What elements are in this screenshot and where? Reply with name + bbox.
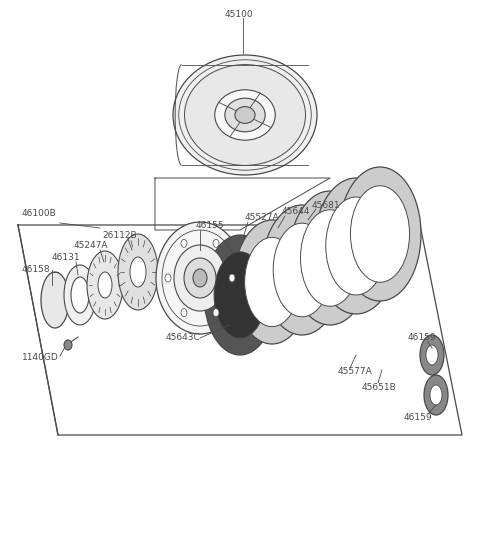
Ellipse shape bbox=[156, 222, 244, 334]
Text: 45577A: 45577A bbox=[338, 368, 373, 376]
Ellipse shape bbox=[184, 258, 216, 298]
Ellipse shape bbox=[87, 251, 123, 319]
Ellipse shape bbox=[41, 272, 69, 328]
Ellipse shape bbox=[64, 265, 96, 325]
Ellipse shape bbox=[426, 345, 438, 365]
Ellipse shape bbox=[98, 272, 112, 298]
Text: 45100: 45100 bbox=[225, 10, 253, 19]
Ellipse shape bbox=[184, 65, 305, 166]
Text: 45643C: 45643C bbox=[166, 333, 201, 343]
Ellipse shape bbox=[214, 252, 266, 338]
Text: 45247A: 45247A bbox=[74, 242, 108, 250]
Ellipse shape bbox=[424, 375, 448, 415]
Text: 45681: 45681 bbox=[312, 200, 341, 210]
Text: 46158: 46158 bbox=[22, 266, 50, 275]
Ellipse shape bbox=[229, 274, 235, 282]
Ellipse shape bbox=[193, 269, 207, 287]
Ellipse shape bbox=[174, 245, 226, 311]
Ellipse shape bbox=[339, 167, 421, 301]
Ellipse shape bbox=[430, 385, 442, 405]
Ellipse shape bbox=[204, 235, 276, 355]
Ellipse shape bbox=[173, 55, 317, 175]
Ellipse shape bbox=[273, 223, 331, 317]
Ellipse shape bbox=[71, 277, 89, 313]
Ellipse shape bbox=[213, 308, 219, 317]
Ellipse shape bbox=[64, 340, 72, 350]
Ellipse shape bbox=[420, 335, 444, 375]
Ellipse shape bbox=[130, 257, 146, 287]
Text: 45644: 45644 bbox=[282, 207, 311, 217]
Ellipse shape bbox=[118, 234, 158, 310]
Text: 45527A: 45527A bbox=[245, 213, 280, 223]
Ellipse shape bbox=[314, 178, 398, 314]
Ellipse shape bbox=[213, 239, 219, 248]
Ellipse shape bbox=[181, 308, 187, 317]
Ellipse shape bbox=[235, 106, 255, 123]
Ellipse shape bbox=[300, 210, 360, 306]
Ellipse shape bbox=[215, 90, 275, 140]
Text: 46131: 46131 bbox=[52, 254, 81, 262]
Ellipse shape bbox=[289, 191, 371, 325]
Text: 46159: 46159 bbox=[408, 333, 437, 343]
Ellipse shape bbox=[245, 237, 300, 327]
Ellipse shape bbox=[326, 197, 386, 295]
Text: 1140GD: 1140GD bbox=[22, 353, 59, 363]
Ellipse shape bbox=[165, 274, 171, 282]
Text: 26112B: 26112B bbox=[102, 230, 137, 239]
Text: 46100B: 46100B bbox=[22, 209, 57, 218]
Ellipse shape bbox=[225, 98, 265, 132]
Text: 45651B: 45651B bbox=[362, 382, 397, 392]
Ellipse shape bbox=[350, 186, 409, 282]
Text: 46155: 46155 bbox=[196, 220, 225, 230]
Ellipse shape bbox=[181, 239, 187, 248]
Ellipse shape bbox=[234, 220, 310, 344]
Ellipse shape bbox=[262, 205, 342, 335]
Text: 46159: 46159 bbox=[404, 414, 432, 422]
